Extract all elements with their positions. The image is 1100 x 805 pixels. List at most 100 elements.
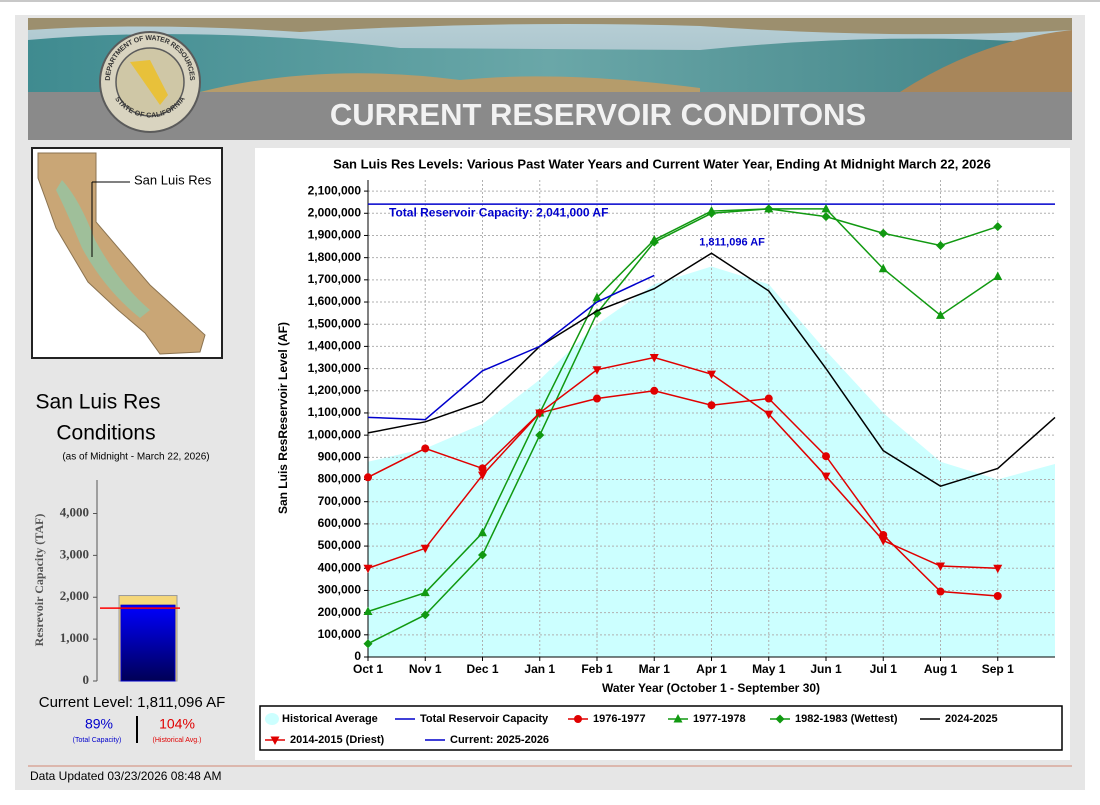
x-tick-label: Oct 1 <box>353 662 383 676</box>
y-tick-label: 1,100,000 <box>308 405 362 419</box>
series-marker <box>592 366 602 375</box>
legend-marker <box>673 714 683 723</box>
series-marker <box>707 208 716 218</box>
gauge-axis-label: Resrevoir Capacity (TAF) <box>32 514 46 647</box>
legend-label: 2024-2025 <box>945 713 998 725</box>
y-tick-label: 1,000,000 <box>308 427 362 441</box>
legend-box <box>259 705 1063 751</box>
legend-marker <box>775 714 785 724</box>
map: San Luis Res <box>31 147 223 359</box>
y-tick-label: 0 <box>354 649 361 663</box>
y-tick-label: 500,000 <box>318 538 362 552</box>
series-line <box>367 252 1056 487</box>
y-tick-label: 800,000 <box>318 472 362 486</box>
series-marker <box>936 310 945 319</box>
series-marker <box>822 452 830 461</box>
series-marker <box>764 204 774 214</box>
legend-swatch <box>265 713 279 725</box>
y-tick-label: 1,800,000 <box>308 250 362 264</box>
map-label: San Luis Res <box>134 172 212 187</box>
res-title: Conditions <box>56 422 155 445</box>
as-of: (as of Midnight - March 22, 2026) <box>62 452 209 463</box>
series-marker <box>420 610 430 620</box>
series-marker <box>592 308 602 318</box>
series-marker <box>535 409 545 418</box>
legend-label: 1977-1978 <box>693 713 746 725</box>
seal-state <box>130 60 168 105</box>
legend-marker <box>270 736 280 745</box>
series-marker <box>363 639 373 649</box>
map-land <box>37 152 206 355</box>
banner-shore <box>900 30 1072 92</box>
chart-title: San Luis Res Levels: Various Past Water … <box>333 156 991 171</box>
x-tick-label: Jun 1 <box>810 662 842 676</box>
x-tick-label: Mar 1 <box>639 662 671 676</box>
conditions: San Luis Res Conditions (as of Midnight … <box>36 391 226 744</box>
y-axis-label: San Luis ResReservoir Level (AF) <box>276 322 290 514</box>
series-marker <box>364 473 372 482</box>
series-marker <box>478 471 487 481</box>
gauge-tick-label: 1,000 <box>60 630 89 645</box>
series-marker <box>707 370 716 380</box>
current-bar <box>120 604 176 682</box>
gauge-tick-label: 3,000 <box>60 546 89 561</box>
legend-label: Historical Average <box>282 713 378 725</box>
x-tick-label: Sep 1 <box>982 662 1014 676</box>
series-marker <box>821 472 831 482</box>
series-marker <box>650 386 659 395</box>
series-marker <box>420 544 430 554</box>
page-title: CURRENT RESERVOIR CONDITONS <box>330 97 866 132</box>
map-valley <box>56 180 150 318</box>
legend-label: Total Reservoir Capacity <box>420 713 549 725</box>
legend-label: Current: 2025-2026 <box>450 734 549 746</box>
series-marker <box>936 240 945 250</box>
series-marker <box>821 212 831 222</box>
series-marker <box>936 562 945 572</box>
pct-capacity: 89% <box>85 716 113 732</box>
series-marker <box>764 394 773 403</box>
series-marker <box>593 394 601 403</box>
y-tick-label: 100,000 <box>318 627 362 641</box>
series-marker <box>707 401 716 410</box>
series-marker <box>478 464 487 473</box>
banner: CURRENT RESERVOIR CONDITONS DEPARTMENT O… <box>28 18 1072 140</box>
pct-historical: 104% <box>159 716 195 732</box>
y-tick-label: 1,200,000 <box>308 383 362 397</box>
series-marker <box>478 527 487 537</box>
capacity-label: Total Reservoir Capacity: 2,041,000 AF <box>389 205 608 219</box>
series-marker <box>649 237 659 247</box>
x-tick-label: Feb 1 <box>581 662 613 676</box>
gauge-tick-label: 4,000 <box>60 504 89 519</box>
x-tick-label: Jan 1 <box>524 662 555 676</box>
series-line <box>367 356 998 570</box>
banner-bar <box>28 92 1072 140</box>
y-tick-label: 1,300,000 <box>308 361 362 375</box>
x-tick-label: Apr 1 <box>696 662 727 676</box>
x-tick-label: Jul 1 <box>870 662 898 676</box>
pct-capacity-note: (Total Capacity) <box>73 737 122 744</box>
y-tick-label: 700,000 <box>318 494 362 508</box>
y-tick-label: 600,000 <box>318 516 362 530</box>
current-level: Current Level: 1,811,096 AF <box>39 694 226 711</box>
series-line <box>367 208 998 645</box>
x-axis-label: Water Year (October 1 - September 30) <box>602 681 820 695</box>
series-marker <box>592 292 602 302</box>
series-marker <box>879 530 888 539</box>
series-marker <box>936 587 945 596</box>
banner-hills <box>28 18 1072 35</box>
x-tick-label: May 1 <box>752 662 786 676</box>
series-marker <box>649 353 659 363</box>
y-tick-label: 400,000 <box>318 560 362 574</box>
x-tick-label: Dec 1 <box>466 662 498 676</box>
current-label: 1,811,096 AF <box>699 236 765 248</box>
pct-historical-note: (Historical Avg.) <box>153 737 202 744</box>
series-marker <box>993 564 1003 574</box>
y-tick-label: 200,000 <box>318 605 362 619</box>
series-line <box>367 274 655 421</box>
top-rule <box>0 0 1100 2</box>
x-tick-label: Nov 1 <box>409 662 442 676</box>
y-tick-label: 1,700,000 <box>308 272 362 286</box>
series-line <box>367 208 999 613</box>
updated: Data Updated 03/23/2026 08:48 AM <box>30 769 221 783</box>
